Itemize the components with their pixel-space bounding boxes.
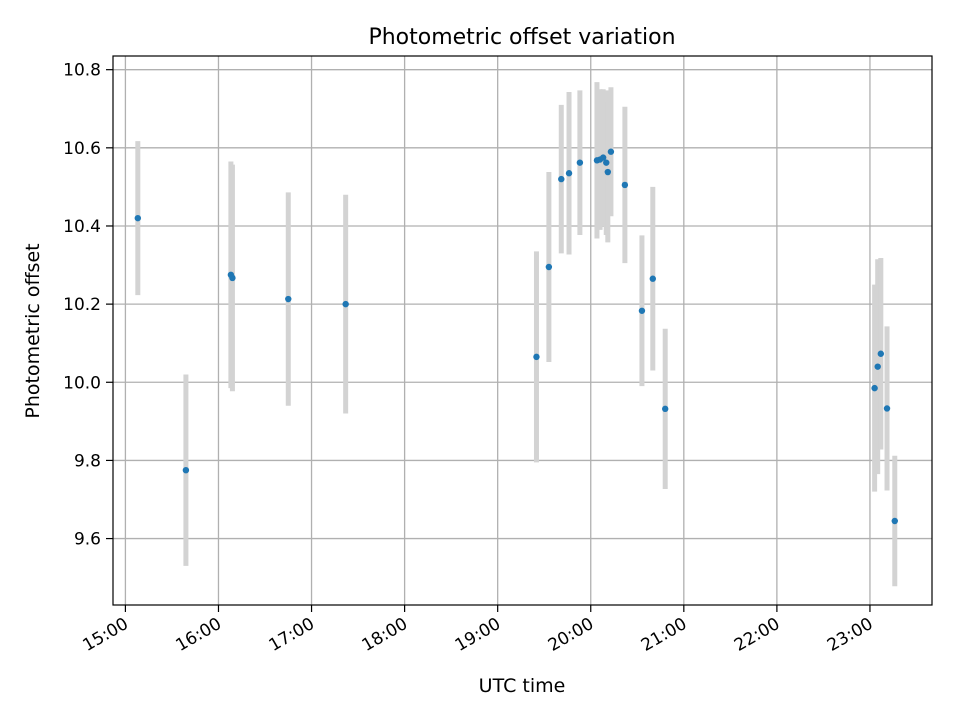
data-point bbox=[576, 159, 584, 166]
chart-title: Photometric offset variation bbox=[368, 25, 675, 50]
grid bbox=[113, 56, 932, 605]
data-point bbox=[638, 307, 646, 314]
data-point bbox=[603, 159, 610, 166]
data-point bbox=[874, 363, 881, 370]
y-tick-label: 10.0 bbox=[63, 373, 101, 393]
data-point bbox=[883, 405, 891, 412]
data-point bbox=[891, 517, 898, 525]
data-points bbox=[134, 148, 898, 525]
y-tick-label: 9.6 bbox=[74, 530, 101, 550]
y-tick-label: 9.8 bbox=[74, 451, 101, 471]
y-tick-label: 10.8 bbox=[63, 61, 101, 81]
data-point bbox=[649, 275, 656, 282]
data-point bbox=[342, 300, 349, 308]
data-point bbox=[662, 405, 669, 413]
y-axis-label: Photometric offset bbox=[22, 243, 44, 418]
data-point bbox=[558, 175, 565, 183]
data-point bbox=[621, 181, 629, 189]
y-tick-label: 10.2 bbox=[63, 295, 101, 315]
data-point bbox=[285, 295, 292, 303]
data-point bbox=[565, 170, 573, 177]
x-axis-label: UTC time bbox=[479, 675, 566, 697]
data-point bbox=[545, 263, 553, 271]
data-point bbox=[877, 350, 885, 357]
data-point bbox=[871, 384, 878, 392]
data-point bbox=[604, 168, 612, 176]
data-point bbox=[182, 466, 190, 474]
plot-frame bbox=[112, 55, 933, 606]
y-tick-label: 10.4 bbox=[63, 217, 101, 237]
plot-area bbox=[113, 56, 932, 605]
data-point bbox=[607, 148, 615, 155]
data-point bbox=[599, 154, 607, 161]
data-point bbox=[533, 353, 540, 361]
y-tick-label: 10.6 bbox=[63, 139, 101, 159]
data-point bbox=[134, 214, 142, 222]
data-point bbox=[229, 274, 236, 282]
